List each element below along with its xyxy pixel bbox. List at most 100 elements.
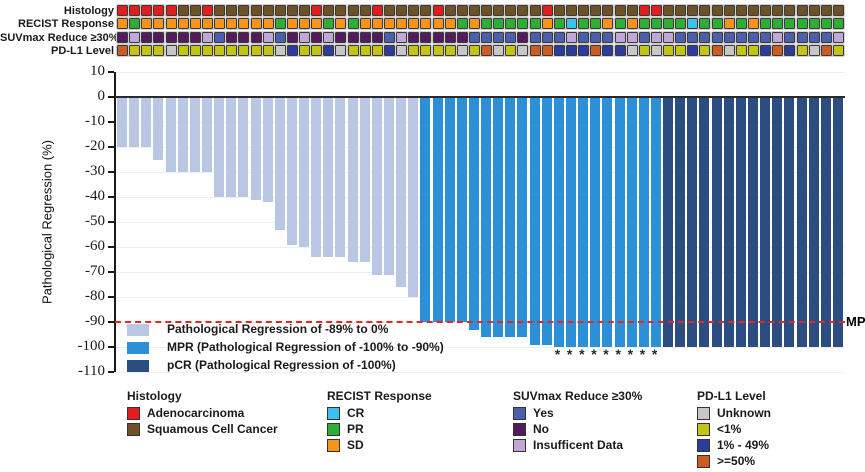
track-cell-pdl1[interactable] bbox=[176, 44, 190, 57]
track-cell-suvmax[interactable] bbox=[577, 31, 591, 44]
track-cell-pdl1[interactable] bbox=[734, 44, 748, 57]
track-cell-recist[interactable] bbox=[419, 17, 433, 30]
track-cell-recist[interactable] bbox=[322, 17, 336, 30]
track-cell-recist[interactable] bbox=[443, 17, 457, 30]
track-cell-pdl1[interactable] bbox=[346, 44, 360, 57]
track-cell-suvmax[interactable] bbox=[783, 31, 797, 44]
track-cell-recist[interactable] bbox=[225, 17, 239, 30]
track-cell-recist[interactable] bbox=[759, 17, 773, 30]
track-cell-recist[interactable] bbox=[613, 17, 627, 30]
track-cell-pdl1[interactable] bbox=[662, 44, 675, 57]
track-cell-pdl1[interactable] bbox=[140, 44, 154, 57]
track-cell-pdl1[interactable] bbox=[771, 44, 785, 57]
waterfall-bar[interactable] bbox=[796, 98, 807, 347]
track-cell-histology[interactable] bbox=[759, 4, 773, 17]
track-cell-pdl1[interactable] bbox=[116, 44, 129, 57]
track-cell-histology[interactable] bbox=[528, 4, 542, 17]
track-cell-recist[interactable] bbox=[783, 17, 797, 30]
waterfall-bar[interactable] bbox=[711, 98, 722, 347]
track-cell-histology[interactable] bbox=[698, 4, 712, 17]
waterfall-bar[interactable] bbox=[408, 98, 419, 297]
track-cell-suvmax[interactable] bbox=[674, 31, 688, 44]
waterfall-bar[interactable] bbox=[832, 98, 843, 347]
waterfall-bar[interactable] bbox=[614, 98, 625, 347]
track-cell-recist[interactable] bbox=[734, 17, 748, 30]
track-cell-suvmax[interactable] bbox=[686, 31, 700, 44]
track-cell-histology[interactable] bbox=[674, 4, 688, 17]
track-cell-recist[interactable] bbox=[710, 17, 724, 30]
track-cell-recist[interactable] bbox=[188, 17, 202, 30]
waterfall-bar[interactable] bbox=[299, 98, 309, 247]
waterfall-bar[interactable] bbox=[444, 98, 455, 322]
waterfall-bar[interactable] bbox=[565, 98, 576, 347]
track-cell-histology[interactable] bbox=[188, 4, 202, 17]
track-cell-suvmax[interactable] bbox=[249, 31, 263, 44]
track-cell-histology[interactable] bbox=[807, 4, 821, 17]
waterfall-bar[interactable] bbox=[602, 98, 613, 347]
waterfall-bar[interactable] bbox=[371, 98, 382, 275]
waterfall-bar[interactable] bbox=[638, 98, 649, 347]
track-cell-suvmax[interactable] bbox=[564, 31, 578, 44]
track-cell-pdl1[interactable] bbox=[237, 44, 251, 57]
track-cell-histology[interactable] bbox=[237, 4, 251, 17]
track-cell-histology[interactable] bbox=[443, 4, 457, 17]
track-cell-pdl1[interactable] bbox=[795, 44, 809, 57]
track-cell-pdl1[interactable] bbox=[540, 44, 554, 57]
waterfall-bar[interactable] bbox=[432, 98, 443, 322]
track-cell-suvmax[interactable] bbox=[734, 31, 748, 44]
track-cell-histology[interactable] bbox=[601, 4, 615, 17]
waterfall-bar[interactable] bbox=[153, 98, 164, 160]
track-cell-histology[interactable] bbox=[734, 4, 748, 17]
track-cell-suvmax[interactable] bbox=[746, 31, 760, 44]
waterfall-bar[interactable] bbox=[189, 98, 200, 172]
track-cell-suvmax[interactable] bbox=[480, 31, 493, 44]
track-cell-histology[interactable] bbox=[795, 4, 809, 17]
track-cell-histology[interactable] bbox=[637, 4, 651, 17]
track-cell-pdl1[interactable] bbox=[431, 44, 445, 57]
track-cell-recist[interactable] bbox=[746, 17, 760, 30]
track-cell-recist[interactable] bbox=[577, 17, 591, 30]
track-cell-recist[interactable] bbox=[395, 17, 409, 30]
track-cell-histology[interactable] bbox=[577, 4, 591, 17]
track-cell-recist[interactable] bbox=[686, 17, 700, 30]
track-cell-histology[interactable] bbox=[431, 4, 445, 17]
track-cell-pdl1[interactable] bbox=[261, 44, 275, 57]
track-cell-suvmax[interactable] bbox=[225, 31, 239, 44]
track-cell-recist[interactable] bbox=[407, 17, 421, 30]
track-cell-suvmax[interactable] bbox=[819, 31, 833, 44]
track-cell-histology[interactable] bbox=[395, 4, 409, 17]
track-cell-recist[interactable] bbox=[261, 17, 275, 30]
track-cell-recist[interactable] bbox=[358, 17, 372, 30]
track-cell-histology[interactable] bbox=[504, 4, 518, 17]
track-cell-histology[interactable] bbox=[116, 4, 129, 17]
track-cell-suvmax[interactable] bbox=[176, 31, 190, 44]
track-cell-histology[interactable] bbox=[310, 4, 324, 17]
track-cell-suvmax[interactable] bbox=[334, 31, 348, 44]
track-cell-suvmax[interactable] bbox=[552, 31, 566, 44]
track-cell-histology[interactable] bbox=[200, 4, 214, 17]
track-cell-histology[interactable] bbox=[686, 4, 700, 17]
track-cell-histology[interactable] bbox=[455, 4, 469, 17]
track-cell-suvmax[interactable] bbox=[419, 31, 433, 44]
track-cell-pdl1[interactable] bbox=[382, 44, 396, 57]
track-cell-recist[interactable] bbox=[116, 17, 129, 30]
track-cell-histology[interactable] bbox=[819, 4, 833, 17]
track-cell-suvmax[interactable] bbox=[200, 31, 214, 44]
track-cell-recist[interactable] bbox=[540, 17, 554, 30]
track-cell-histology[interactable] bbox=[552, 4, 566, 17]
track-cell-suvmax[interactable] bbox=[662, 31, 675, 44]
waterfall-bar[interactable] bbox=[420, 98, 431, 322]
track-cell-histology[interactable] bbox=[746, 4, 760, 17]
track-cell-suvmax[interactable] bbox=[540, 31, 554, 44]
track-cell-suvmax[interactable] bbox=[298, 31, 311, 44]
track-cell-suvmax[interactable] bbox=[213, 31, 227, 44]
track-cell-recist[interactable] bbox=[625, 17, 639, 30]
track-cell-histology[interactable] bbox=[589, 4, 603, 17]
track-cell-pdl1[interactable] bbox=[249, 44, 263, 57]
track-cell-recist[interactable] bbox=[771, 17, 785, 30]
track-cell-histology[interactable] bbox=[322, 4, 336, 17]
waterfall-bar[interactable] bbox=[505, 98, 516, 337]
track-cell-suvmax[interactable] bbox=[407, 31, 421, 44]
track-cell-recist[interactable] bbox=[200, 17, 214, 30]
track-cell-recist[interactable] bbox=[346, 17, 360, 30]
